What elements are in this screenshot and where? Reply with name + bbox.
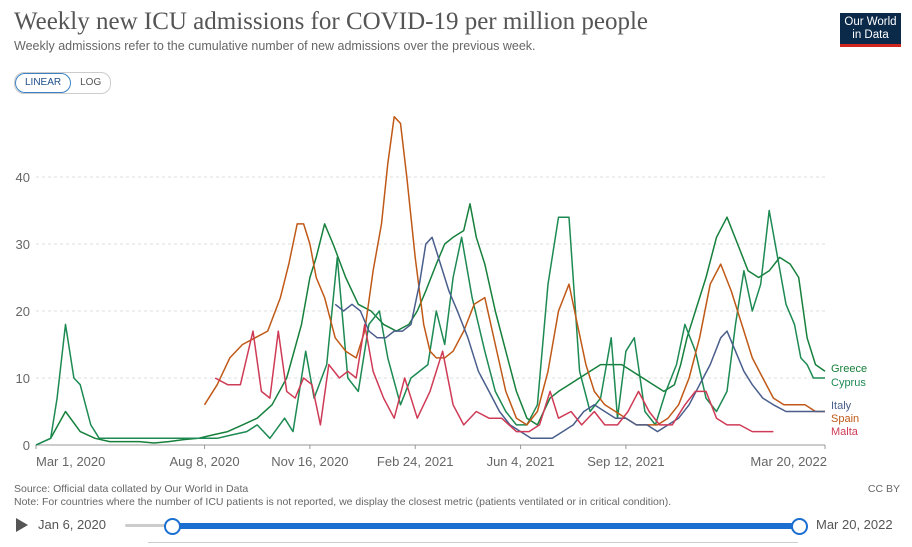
legend-label-cyprus[interactable]: Cyprus [831, 377, 866, 389]
source-text: Source: Official data collated by Our Wo… [14, 483, 249, 495]
timeline-selected-range[interactable] [172, 523, 798, 529]
logo-accent-bar [840, 44, 901, 47]
x-tick-label: Sep 12, 2021 [587, 454, 664, 469]
x-tick-label: Aug 8, 2020 [169, 454, 239, 469]
x-tick-label: Mar 20, 2022 [750, 454, 827, 469]
note-text: Note: For countries where the number of … [14, 496, 672, 508]
timeline: Jan 6, 2020 Mar 20, 2022 [0, 512, 912, 542]
timeline-start-label: Jan 6, 2020 [38, 517, 106, 532]
y-tick-label: 40 [16, 170, 30, 185]
license-link[interactable]: CC BY [867, 483, 900, 495]
series-line-greece[interactable] [35, 203, 826, 446]
y-tick-label: 30 [16, 237, 30, 252]
series-line-malta[interactable] [214, 323, 774, 433]
timeline-start-handle[interactable] [164, 518, 181, 535]
legend-label-greece[interactable]: Greece [831, 363, 867, 375]
owid-logo[interactable]: Our World in Data [840, 13, 901, 47]
y-tick-label: 20 [16, 304, 30, 319]
series-line-cyprus[interactable] [35, 209, 825, 446]
logo-line-1: Our World [844, 16, 897, 28]
series-lines [35, 115, 826, 446]
linear-scale-button[interactable]: LINEAR [15, 73, 72, 93]
y-tick-label: 10 [16, 371, 30, 386]
series-line-italy[interactable] [334, 236, 825, 440]
x-tick-label: Feb 24, 2021 [377, 454, 454, 469]
y-tick-label: 0 [23, 438, 30, 453]
series-line-spain[interactable] [203, 115, 826, 426]
x-tick-label: Nov 16, 2020 [271, 454, 348, 469]
legend-label-malta[interactable]: Malta [831, 426, 859, 438]
axes: 0 10 20 30 40 Mar 1, 2020 Aug 8, 2020 Nov 16, 2… [16, 170, 827, 469]
log-scale-button[interactable]: LOG [80, 77, 102, 88]
scale-toggle[interactable]: LINEAR LOG [14, 72, 112, 94]
tab-bar-divider [148, 542, 798, 547]
legend-label-italy[interactable]: Italy [831, 400, 852, 412]
timeline-end-handle[interactable] [791, 518, 808, 535]
grid [36, 176, 825, 446]
logo-line-2: in Data [852, 29, 889, 41]
legend-label-spain[interactable]: Spain [831, 413, 859, 425]
x-tick-label: Mar 1, 2020 [36, 454, 105, 469]
chart-title: Weekly new ICU admissions for COVID-19 p… [14, 8, 648, 35]
chart-subtitle: Weekly admissions refer to the cumulativ… [14, 39, 536, 53]
x-tick-label: Jun 4, 2021 [487, 454, 555, 469]
timeline-end-label: Mar 20, 2022 [816, 517, 893, 532]
play-icon[interactable] [16, 518, 28, 532]
line-chart: 0 10 20 30 40 Mar 1, 2020 Aug 8, 2020 Nov 16, 2… [16, 115, 867, 469]
